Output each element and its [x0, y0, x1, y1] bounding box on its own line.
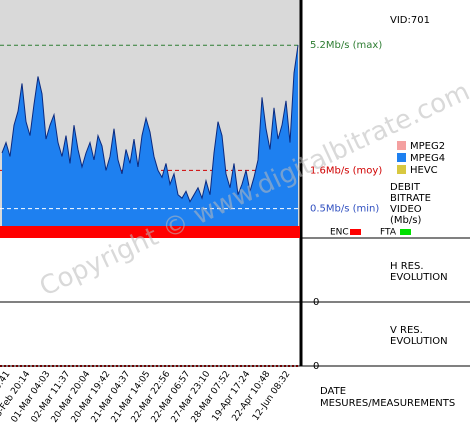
y-tick-label: 1.6Mb/s (moy): [310, 165, 382, 176]
legend-label: MPEG2: [410, 141, 445, 152]
y-tick-label: 0.5Mb/s (min): [310, 204, 379, 215]
legend-swatch: [397, 141, 406, 150]
status-indicator: [350, 229, 361, 235]
panel-label: H RES.: [390, 261, 424, 272]
panel-label: V RES.: [390, 325, 423, 336]
panel-tick-label: 0: [313, 297, 319, 308]
status-bar: [0, 226, 300, 238]
legend-swatch: [397, 165, 406, 174]
x-axis-label: DATE: [320, 386, 346, 397]
legend-label: MPEG4: [410, 153, 445, 164]
status-label: FTA: [380, 228, 397, 238]
panel-label: EVOLUTION: [390, 336, 448, 347]
vid-label: VID:701: [390, 15, 430, 26]
legend-label: HEVC: [410, 165, 438, 176]
y-axis-label: VIDEO: [390, 204, 422, 215]
x-axis-label: MESURES/MEASUREMENTS: [320, 398, 455, 409]
status-indicator: [400, 229, 411, 235]
y-tick-label: 5.2Mb/s (max): [310, 40, 382, 51]
y-axis-label: BITRATE: [390, 193, 431, 204]
panel-tick-label: 0: [313, 361, 319, 372]
area-line: [1, 45, 299, 203]
legend-swatch: [397, 153, 406, 162]
status-label: ENC: [330, 228, 349, 238]
y-axis-label: (Mb/s): [390, 215, 421, 226]
panel-label: EVOLUTION: [390, 272, 448, 283]
y-axis-label: DEBIT: [390, 182, 421, 193]
area-fill: [2, 45, 298, 227]
